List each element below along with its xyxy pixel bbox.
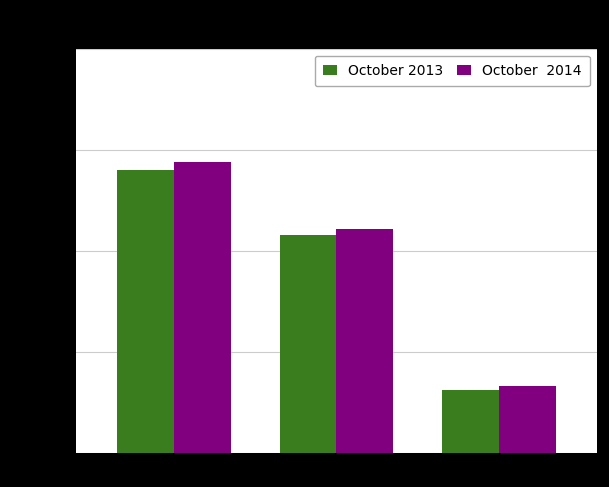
Bar	[174, 162, 231, 453]
Bar	[117, 170, 174, 453]
Bar	[442, 390, 499, 453]
Legend: October 2013, October  2014: October 2013, October 2014	[315, 56, 590, 86]
Bar	[336, 228, 393, 453]
Bar	[499, 386, 556, 453]
Bar	[280, 235, 336, 453]
